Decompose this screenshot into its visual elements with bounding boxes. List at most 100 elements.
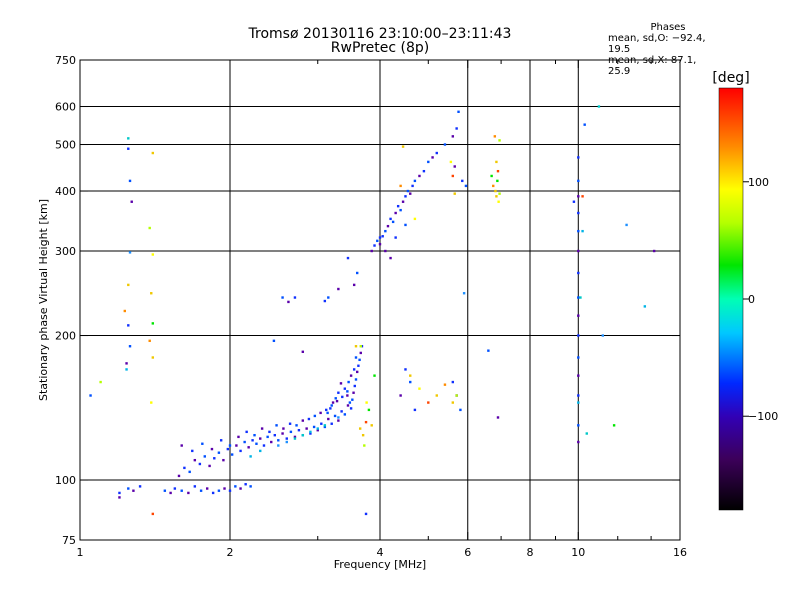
echo-point — [339, 382, 343, 385]
echo-point — [325, 408, 328, 412]
echo-point — [577, 440, 580, 444]
echo-point — [431, 156, 434, 159]
echo-point — [418, 174, 421, 178]
phase-statistics-title: Phases — [650, 22, 686, 33]
echo-point — [378, 236, 382, 239]
echo-point — [301, 350, 305, 353]
echo-point — [272, 339, 276, 343]
echo-point — [401, 200, 405, 203]
echo-point — [203, 455, 206, 458]
echo-point — [346, 404, 350, 407]
echo-point — [327, 296, 330, 299]
echo-point — [293, 435, 297, 439]
echo-point — [125, 368, 128, 371]
echo-point — [247, 446, 250, 449]
echo-point — [349, 374, 353, 377]
echo-point — [323, 425, 327, 429]
echo-point — [301, 419, 305, 422]
echo-point — [579, 296, 582, 299]
echo-point — [572, 200, 576, 203]
echo-point — [289, 430, 293, 434]
echo-point — [219, 439, 223, 442]
echo-point — [316, 429, 319, 432]
echo-point — [401, 145, 405, 148]
echo-point — [451, 380, 455, 384]
echo-point — [370, 249, 373, 253]
x-tick-label: 16 — [673, 546, 687, 559]
echo-point — [399, 208, 402, 212]
echo-point — [323, 424, 327, 427]
echo-point — [359, 351, 362, 355]
echo-point — [151, 151, 155, 155]
echo-point — [262, 444, 266, 447]
echo-point — [459, 408, 462, 412]
echo-point — [230, 453, 234, 456]
echo-point — [352, 368, 356, 371]
echo-point — [127, 324, 130, 327]
echo-point — [337, 419, 340, 422]
echo-point — [493, 135, 497, 138]
phase-statistics-o-mode: mean, sd,O: −92.4, 19.5 — [608, 33, 706, 55]
echo-point — [462, 292, 466, 295]
echo-point — [239, 487, 242, 490]
echo-point — [581, 195, 584, 198]
x-tick-label: 8 — [527, 546, 534, 559]
echo-point — [346, 390, 349, 393]
echo-point — [255, 442, 258, 445]
echo-point — [494, 189, 497, 193]
axes: 1 2 4 6 8 10 16 75 100 200 300 400 500 600 750 — [55, 54, 687, 559]
echo-point — [287, 300, 290, 304]
echo-point — [228, 444, 232, 447]
echo-point — [330, 404, 333, 407]
x-tick-label: 1 — [77, 546, 84, 559]
echo-point — [199, 489, 203, 492]
echo-point — [363, 444, 366, 447]
echo-point — [435, 151, 438, 155]
echo-point — [89, 394, 92, 397]
echo-point — [453, 165, 456, 168]
y-tick-label: 200 — [55, 330, 76, 343]
echo-point — [354, 356, 358, 359]
echo-point — [601, 334, 605, 337]
echo-point — [577, 314, 580, 317]
echo-point — [251, 439, 254, 442]
echo-point — [427, 160, 430, 164]
echo-points — [89, 105, 656, 516]
echo-point — [451, 135, 455, 138]
echo-point — [347, 380, 350, 384]
echo-point — [389, 217, 392, 221]
echo-point — [334, 397, 337, 400]
echo-point — [346, 256, 350, 260]
echo-point — [127, 283, 130, 287]
echo-point — [373, 244, 376, 247]
echo-point — [409, 192, 412, 195]
echo-point — [275, 424, 278, 427]
echo-point — [337, 416, 340, 419]
echo-point — [125, 362, 128, 365]
echo-point — [577, 296, 580, 299]
echo-point — [453, 192, 456, 195]
x-tick-label: 2 — [227, 546, 234, 559]
echo-point — [295, 424, 298, 427]
echo-point — [237, 435, 240, 439]
echo-point — [243, 440, 246, 444]
echo-point — [245, 430, 248, 434]
echo-point — [127, 147, 130, 150]
echo-point — [490, 174, 493, 178]
echo-point — [268, 430, 271, 434]
echo-point — [577, 334, 580, 337]
echo-point — [455, 127, 458, 130]
echo-point — [305, 427, 308, 430]
echo-point — [319, 411, 322, 415]
echo-point — [323, 299, 327, 303]
echo-point — [309, 430, 312, 434]
echo-point — [378, 242, 382, 246]
echo-point — [223, 487, 226, 490]
echo-point — [435, 394, 438, 397]
echo-point — [370, 424, 373, 427]
echo-point — [226, 447, 230, 451]
echo-point — [358, 427, 362, 430]
echo-point — [127, 487, 130, 490]
echo-point — [285, 440, 288, 444]
echo-point — [188, 470, 191, 474]
